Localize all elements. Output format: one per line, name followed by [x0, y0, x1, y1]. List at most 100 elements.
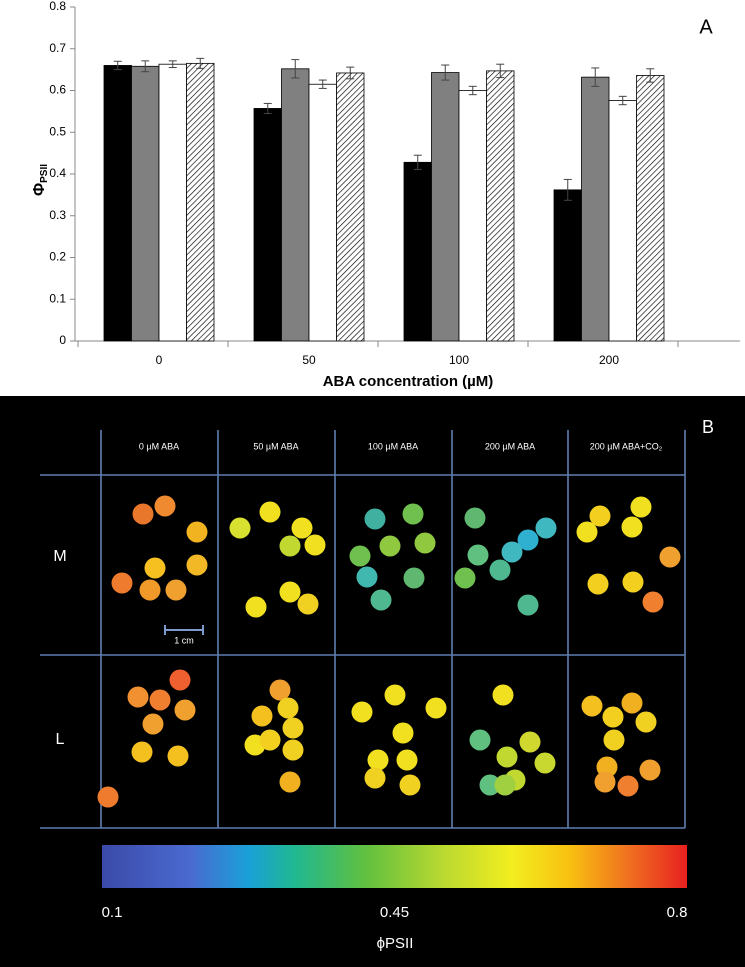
y-tick-label: 0.2	[49, 250, 66, 264]
leaf-disc	[617, 775, 639, 797]
bar	[458, 90, 487, 342]
y-tick-label: 0.7	[49, 41, 66, 55]
bar	[253, 108, 282, 342]
leaf-disc	[519, 731, 541, 753]
leaf-disc	[392, 722, 414, 744]
leaf-disc	[142, 713, 164, 735]
leaf-disc	[304, 534, 326, 556]
leaf-disc	[169, 669, 191, 691]
y-tick-label: 0.3	[49, 208, 66, 222]
leaf-disc	[229, 517, 251, 539]
leaf-disc	[635, 711, 657, 733]
error-bar	[591, 67, 600, 87]
error-bar	[646, 68, 655, 83]
leaf-disc	[589, 505, 611, 527]
leaf-disc	[594, 771, 616, 793]
leaf-disc	[639, 759, 661, 781]
column-header: 200 µM ABA	[485, 441, 535, 451]
leaf-disc	[464, 507, 486, 529]
panel-label: B	[702, 417, 714, 437]
leaf-disc	[659, 546, 681, 568]
leaf-disc	[621, 516, 643, 538]
leaf-disc	[425, 697, 447, 719]
leaf-disc	[364, 508, 386, 530]
leaf-disc	[282, 739, 304, 761]
bar-chart: 0 0.1 0.2 0.3 0.4 0.5 0.6 0.7 0.8 0 50 100 200	[49, 0, 740, 367]
bar	[103, 65, 132, 342]
leaf-disc	[97, 786, 119, 808]
y-axis-label: ΦPSII	[31, 164, 49, 196]
leaf-disc	[132, 503, 154, 525]
leaf-disc	[279, 535, 301, 557]
scale-bar-label: 1 cm	[174, 635, 194, 645]
leaf-disc	[454, 567, 476, 589]
leaf-disc	[349, 545, 371, 567]
leaf-disc	[396, 749, 418, 771]
bar	[486, 70, 515, 342]
y-label-subscript: PSII	[39, 164, 50, 183]
leaf-disc	[630, 496, 652, 518]
panel-label: A	[699, 16, 713, 38]
leaf-disc	[479, 774, 501, 796]
leaf-disc	[370, 589, 392, 611]
leaf-disc	[501, 541, 523, 563]
leaf-disc	[379, 535, 401, 557]
bar	[553, 189, 582, 342]
leaf-disc	[576, 521, 598, 543]
leaf-disc	[603, 729, 625, 751]
leaf-disc	[269, 679, 291, 701]
error-bar	[346, 66, 355, 80]
leaf-disc	[259, 729, 281, 751]
leaf-disc	[467, 544, 489, 566]
leaf-disc	[131, 741, 153, 763]
leaf-disc	[356, 566, 378, 588]
leaf-disc	[139, 579, 161, 601]
leaf-disc	[642, 591, 664, 613]
y-tick-label: 0.6	[49, 83, 66, 97]
leaf-disc	[154, 495, 176, 517]
error-bar	[196, 57, 205, 69]
error-bar	[168, 60, 177, 69]
x-tick-label: 200	[599, 353, 619, 367]
leaf-disc	[282, 717, 304, 739]
x-tick-label: 0	[156, 353, 163, 367]
leaf-disc	[402, 503, 424, 525]
leaf-discs: 0 µM ABA 50 µM ABA 100 µM ABA 200 µM ABA 200…	[53, 441, 687, 921]
error-bar	[318, 79, 327, 89]
leaf-disc	[277, 697, 299, 719]
y-tick-label: 0.8	[49, 0, 66, 13]
error-bar	[441, 64, 450, 81]
leaf-disc	[245, 596, 267, 618]
leaf-disc	[489, 559, 511, 581]
bar	[308, 83, 337, 342]
bar	[608, 100, 637, 342]
error-bar	[113, 60, 122, 71]
error-bar	[413, 154, 422, 170]
leaf-disc	[111, 572, 133, 594]
leaf-disc	[622, 571, 644, 593]
leaf-disc	[517, 529, 539, 551]
leaf-disc	[167, 745, 189, 767]
colorbar-label: ϕPSII	[377, 935, 414, 952]
column-header: 200 µM ABA+CO₂	[590, 441, 663, 451]
error-bar	[618, 95, 627, 106]
x-axis-label: ABA concentration (µM)	[323, 373, 494, 390]
error-bar	[563, 178, 572, 201]
bar	[581, 76, 610, 342]
leaf-disc	[535, 517, 557, 539]
y-tick-label: 0.5	[49, 124, 66, 138]
leaf-disc	[494, 774, 516, 796]
leaf-disc	[621, 692, 643, 714]
leaf-disc	[144, 557, 166, 579]
leaf-disc	[174, 699, 196, 721]
leaf-disc	[492, 684, 514, 706]
column-header: 0 µM ABA	[139, 441, 179, 451]
y-tick-label: 0.4	[49, 166, 66, 180]
leaf-disc	[399, 774, 421, 796]
colorbar-tick-label: 0.45	[380, 904, 409, 921]
bar	[636, 75, 665, 342]
error-bar	[291, 59, 300, 79]
panel-b-grid	[40, 430, 686, 829]
